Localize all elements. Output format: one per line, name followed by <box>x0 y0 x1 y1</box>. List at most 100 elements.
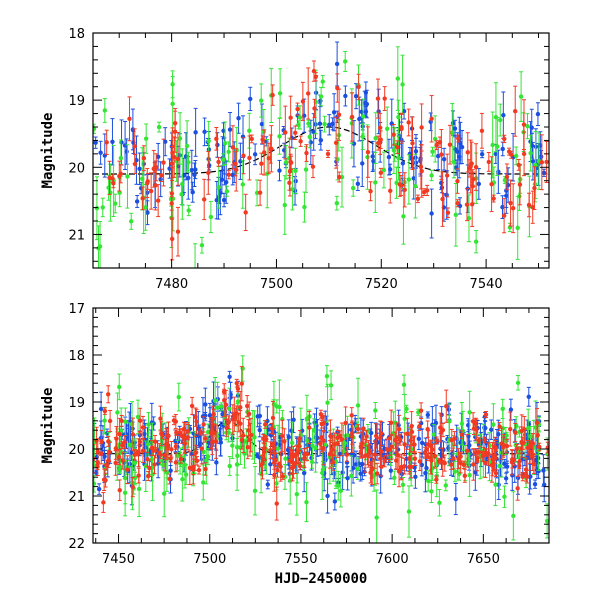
data-point <box>175 156 181 162</box>
data-point <box>401 382 407 387</box>
data-point <box>247 155 252 161</box>
data-point <box>519 428 524 434</box>
data-point <box>333 140 339 145</box>
data-point <box>429 489 434 494</box>
data-point <box>162 491 167 496</box>
plot-area <box>93 41 549 268</box>
data-point <box>208 214 214 220</box>
top-panel: 7480 7500 7520 7540 18 19 20 21 Magnitude <box>40 27 550 292</box>
data-point <box>269 426 275 431</box>
data-point <box>105 392 111 397</box>
data-point <box>356 84 361 90</box>
data-point <box>123 419 128 424</box>
data-point <box>298 139 303 144</box>
x-tick-label: 7520 <box>365 277 398 292</box>
data-point <box>234 380 239 386</box>
data-point <box>187 465 193 471</box>
data-point <box>140 196 145 201</box>
data-point <box>288 115 293 120</box>
data-point <box>94 206 100 211</box>
data-point <box>464 202 470 207</box>
data-point <box>230 443 235 448</box>
data-point <box>538 154 544 159</box>
data-point <box>245 445 250 450</box>
data-point <box>493 447 498 452</box>
data-point <box>132 161 138 167</box>
data-point <box>249 136 254 142</box>
data-point <box>501 213 507 218</box>
data-point <box>238 405 243 410</box>
data-point <box>407 456 412 461</box>
data-point <box>323 442 328 448</box>
data-point <box>130 127 136 132</box>
x-tick-label: 7480 <box>155 277 188 292</box>
data-point <box>155 198 161 203</box>
data-point <box>252 152 258 157</box>
data-point <box>521 151 527 157</box>
data-point <box>96 486 102 492</box>
data-point <box>483 412 489 417</box>
data-point <box>158 452 163 458</box>
data-point <box>530 454 535 459</box>
data-point <box>136 450 141 455</box>
data-point <box>515 225 520 231</box>
data-point <box>335 441 340 446</box>
x-tick-label: 7600 <box>376 552 409 567</box>
data-point <box>331 110 337 115</box>
data-point <box>455 201 460 206</box>
data-point <box>311 129 316 135</box>
data-point <box>396 114 401 120</box>
data-point <box>318 137 324 143</box>
data-point <box>511 513 516 519</box>
data-point <box>318 98 323 104</box>
data-point <box>483 425 488 431</box>
x-tick-label: 7650 <box>467 552 500 567</box>
data-point <box>456 136 461 141</box>
data-point <box>410 141 415 146</box>
data-point <box>161 160 166 165</box>
data-point <box>277 442 282 447</box>
data-point <box>510 457 515 462</box>
data-point <box>296 449 301 454</box>
data-point <box>304 416 310 421</box>
data-point <box>294 491 300 497</box>
data-point <box>373 135 378 141</box>
data-point <box>320 414 325 420</box>
data-point <box>201 197 207 202</box>
data-point <box>476 181 482 187</box>
data-point <box>177 430 183 435</box>
x-tick-label: 7550 <box>284 552 317 567</box>
data-point <box>246 428 251 433</box>
data-point <box>150 472 155 477</box>
data-point <box>98 150 103 155</box>
data-point <box>366 451 371 457</box>
data-point <box>544 518 549 524</box>
data-point <box>199 446 204 451</box>
data-point <box>283 130 288 135</box>
y-tick-label: 18 <box>68 27 85 42</box>
data-point <box>127 442 132 447</box>
data-point <box>158 176 163 182</box>
data-point <box>153 448 158 453</box>
data-point <box>147 466 152 471</box>
data-point <box>211 431 217 436</box>
data-point <box>349 114 355 120</box>
data-point <box>469 202 475 207</box>
data-point <box>334 200 340 206</box>
data-point <box>189 167 194 173</box>
data-point <box>241 153 246 158</box>
data-point <box>201 422 206 427</box>
data-point <box>502 136 507 142</box>
data-point <box>489 181 494 187</box>
data-point <box>259 161 264 166</box>
data-point <box>227 374 232 379</box>
data-point <box>432 453 438 459</box>
data-point <box>434 461 439 467</box>
data-point <box>330 447 335 452</box>
data-point <box>192 172 197 177</box>
data-point <box>479 152 485 157</box>
data-point <box>117 431 122 437</box>
data-point <box>437 500 442 505</box>
data-point <box>224 189 230 194</box>
data-point <box>364 434 369 439</box>
